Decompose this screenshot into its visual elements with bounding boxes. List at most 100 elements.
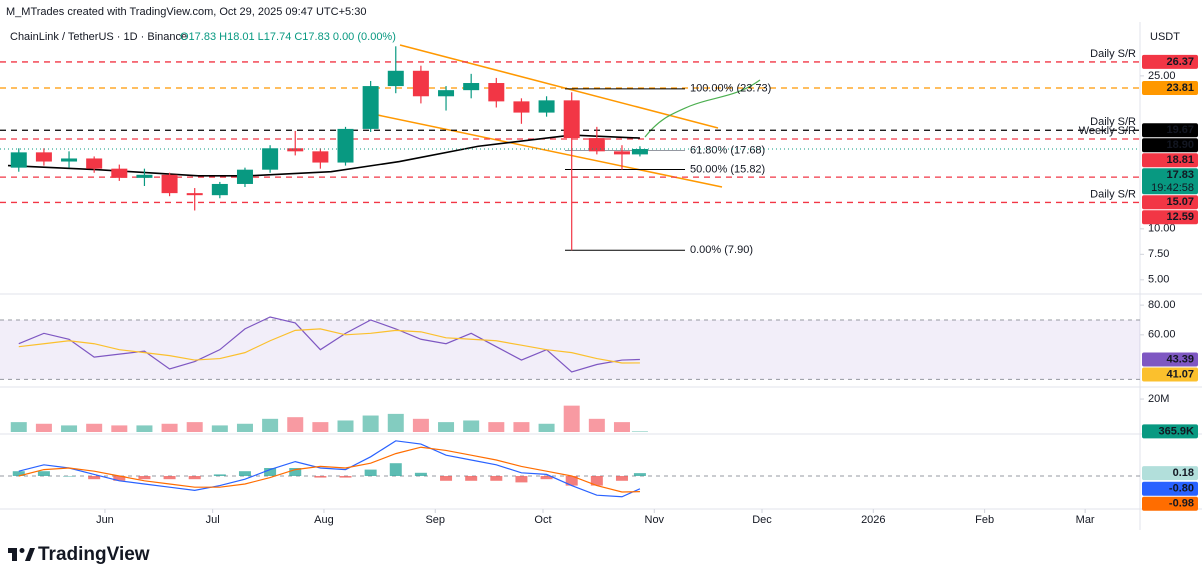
price-badge-label: 41.07 — [1166, 368, 1194, 380]
histogram-bar — [389, 463, 402, 476]
histogram-bar — [37, 471, 50, 476]
volume-bar — [613, 422, 630, 432]
histogram-bar — [615, 475, 628, 481]
histogram-bar — [364, 469, 377, 476]
volume-bar — [312, 422, 329, 432]
volume-bar — [387, 413, 404, 432]
price-badge-label: 365.9K — [1159, 425, 1195, 437]
x-tick-label: 2026 — [861, 514, 885, 526]
y-tick-label: 60.00 — [1148, 329, 1176, 341]
price-badge — [1142, 81, 1198, 96]
volume-bar — [86, 423, 103, 432]
candle-body — [488, 83, 505, 102]
symbol: ChainLink / TetherUS · 1D · Binance — [10, 31, 187, 43]
channel-lower — [367, 112, 723, 188]
y-tick-label: 20M — [1148, 393, 1169, 405]
histogram-bar — [12, 471, 25, 476]
x-tick-label: Sep — [425, 514, 445, 526]
candle-body — [463, 83, 480, 91]
x-tick-label: Feb — [975, 514, 994, 526]
candle-body — [613, 151, 630, 155]
fib-label: 61.80% (17.68) — [690, 144, 765, 156]
candle-body — [312, 151, 329, 163]
price-badge — [1142, 352, 1198, 367]
band — [0, 319, 1140, 380]
histogram-bar — [213, 474, 226, 476]
candle-body — [61, 158, 78, 162]
histogram-bar — [163, 475, 176, 480]
volume-bar — [136, 425, 153, 432]
price-badge — [1142, 481, 1198, 496]
y-tick-label: 80.00 — [1148, 299, 1176, 311]
price-badge-label: 18.81 — [1166, 154, 1194, 166]
volume-bar — [463, 420, 480, 432]
level-label: Daily S/R — [1090, 48, 1136, 60]
price-badge — [1142, 496, 1198, 511]
volume-bar — [362, 415, 379, 432]
candle-body — [588, 138, 605, 152]
candle-body — [86, 158, 103, 169]
level-label: Daily S/R — [1090, 116, 1136, 128]
volume-bar — [337, 420, 354, 432]
price-badge — [1142, 424, 1198, 439]
price-badge-label: 18.90 — [1166, 139, 1194, 151]
candle-body — [387, 70, 404, 87]
histogram-bar — [590, 475, 603, 486]
candle-body — [513, 101, 530, 113]
histogram-bar — [565, 475, 578, 486]
price-badge — [1142, 168, 1198, 195]
volume-bar — [61, 425, 78, 432]
x-tick-label: Jul — [206, 514, 220, 526]
candle-body — [111, 168, 128, 178]
volume-bar — [513, 422, 530, 432]
candle-body — [10, 152, 27, 168]
histogram-bar — [633, 473, 646, 476]
countdown: 19:42:58 — [1151, 182, 1194, 194]
price-badge — [1142, 367, 1198, 382]
candle-body — [412, 70, 429, 97]
candle-body — [362, 86, 379, 129]
candle-body — [538, 100, 555, 113]
brand: TradingView — [38, 544, 150, 565]
histogram-bar — [314, 475, 327, 478]
level-label: Daily S/R — [1090, 188, 1136, 200]
price-badge-label: 15.07 — [1166, 196, 1194, 208]
price-badge-label: 19.67 — [1166, 124, 1194, 136]
price-badge — [1142, 138, 1198, 153]
fib-label: 50.00% (15.82) — [690, 163, 765, 175]
candle-body — [136, 174, 153, 178]
histogram-bar — [289, 468, 302, 476]
candle-body — [563, 100, 580, 139]
volume-bar — [111, 425, 128, 432]
series-line — [18, 446, 640, 493]
x-tick-label: Oct — [534, 514, 551, 526]
price-badge-label: -0.80 — [1169, 483, 1194, 495]
y-tick-label: 25.00 — [1148, 70, 1176, 82]
price-badge-label: 43.39 — [1166, 353, 1194, 365]
candle-body — [186, 193, 203, 196]
histogram-bar — [515, 475, 528, 483]
brand-logo — [8, 548, 35, 561]
channel-upper — [399, 44, 719, 129]
volume-bar — [538, 423, 555, 432]
candle-body — [337, 128, 354, 163]
volume-bar — [35, 423, 52, 432]
price-badge — [1142, 195, 1198, 210]
candle-body — [262, 148, 279, 170]
histogram-bar — [490, 475, 503, 481]
volume-bar — [211, 425, 228, 432]
histogram-bar — [88, 475, 101, 480]
histogram-bar — [440, 475, 453, 481]
price-badge — [1142, 210, 1198, 225]
price-badge — [1142, 153, 1198, 168]
volume-bar — [438, 422, 455, 432]
x-tick-label: Nov — [645, 514, 665, 526]
histogram-bar — [138, 475, 151, 480]
volume-bar — [287, 417, 304, 432]
level-label: Weekly S/R — [1079, 125, 1136, 137]
price-badge-label: 12.59 — [1166, 211, 1194, 223]
projection — [644, 79, 761, 138]
price-badge — [1142, 466, 1198, 481]
